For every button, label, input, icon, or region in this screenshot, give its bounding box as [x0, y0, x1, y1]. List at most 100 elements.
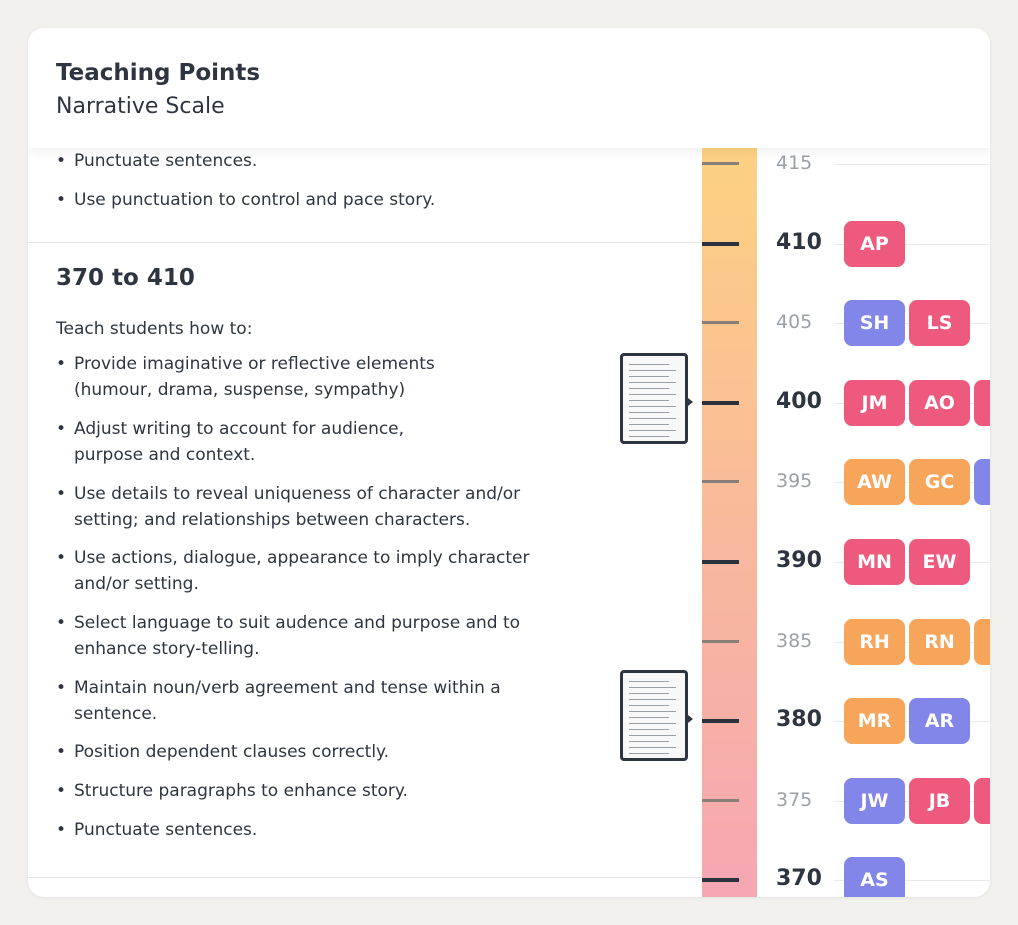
scale-tick: [702, 480, 739, 483]
scale-tick: [702, 560, 739, 564]
bullet-dot: •: [56, 548, 67, 568]
student-badge[interactable]: AP: [844, 221, 905, 267]
bullet-text: Maintain noun/verb agreement and tense w…: [74, 678, 501, 724]
bullet-text: Use actions, dialogue, appearance to imp…: [74, 548, 530, 594]
handwriting-line: [629, 747, 676, 748]
scale-tick: [702, 799, 739, 802]
student-badge[interactable]: [974, 380, 990, 426]
range-title: 370 to 410: [56, 265, 195, 291]
handwriting-line: [629, 753, 669, 754]
scale-tick: [702, 242, 739, 246]
scale-label: 395: [776, 470, 813, 492]
page-title: Teaching Points: [56, 60, 261, 86]
scale-label: 370: [776, 866, 822, 891]
handwriting-line: [629, 741, 669, 742]
scale-label: 375: [776, 789, 813, 811]
card-header: Teaching Points Narrative Scale: [28, 28, 990, 148]
handwriting-line: [629, 412, 669, 413]
bullet-dot: •: [56, 742, 67, 762]
bullet-dot: •: [56, 419, 67, 439]
student-badge[interactable]: RH: [844, 619, 905, 665]
scale-row-line: [834, 880, 990, 881]
handwriting-line: [629, 687, 676, 688]
bullet-dot: •: [56, 484, 67, 504]
bullet-text: Use punctuation to control and pace stor…: [74, 190, 436, 210]
student-badge[interactable]: MR: [844, 698, 905, 744]
scale-tick: [702, 719, 739, 723]
scale-tick: [702, 401, 739, 405]
student-badge[interactable]: AR: [909, 698, 970, 744]
student-badge[interactable]: AO: [909, 380, 970, 426]
scale-label: 410: [776, 230, 822, 255]
scale-row-line: [834, 164, 990, 165]
handwriting-line: [629, 388, 669, 389]
teaching-points-list: • Punctuate sentences. • Use punctuation to…: [28, 148, 702, 897]
student-badge[interactable]: [974, 778, 990, 824]
writing-sample-thumbnail[interactable]: [620, 353, 693, 444]
scale-row-line: [834, 244, 990, 245]
scale-label: 415: [776, 152, 813, 174]
bullet-text: Structure paragraphs to enhance story.: [74, 781, 408, 801]
page-subtitle: Narrative Scale: [56, 94, 225, 119]
student-badge[interactable]: AS: [844, 857, 905, 897]
handwriting-line: [629, 705, 669, 706]
handwriting-line: [629, 382, 676, 383]
student-badge[interactable]: LS: [909, 300, 970, 346]
range-intro: Teach students how to:: [56, 319, 253, 339]
scale-label: 390: [776, 548, 822, 573]
bullet-text: Use details to reveal uniqueness of char…: [74, 484, 521, 530]
scale-tick: [702, 640, 739, 643]
bullet-text: Punctuate sentences.: [74, 820, 258, 840]
bullet-dot: •: [56, 151, 67, 171]
handwriting-line: [629, 418, 676, 419]
bullet-dot: •: [56, 820, 67, 840]
scale-tick: [702, 321, 739, 324]
scale-label: 385: [776, 630, 813, 652]
scale-tick: [702, 162, 739, 165]
student-badge[interactable]: MN: [844, 539, 905, 585]
bullet-text: Adjust writing to account for audience, …: [74, 419, 405, 465]
student-badge[interactable]: [974, 459, 990, 505]
section-divider: [28, 877, 702, 878]
bullet-text: Provide imaginative or reflective elemen…: [74, 354, 435, 400]
handwriting-line: [629, 723, 676, 724]
student-badge[interactable]: GC: [909, 459, 970, 505]
handwriting-line: [629, 400, 669, 401]
bullet-dot: •: [56, 190, 67, 210]
writing-sample-thumbnail[interactable]: [620, 670, 693, 761]
handwriting-line: [629, 364, 669, 365]
handwriting-line: [629, 711, 676, 712]
student-badge[interactable]: JB: [909, 778, 970, 824]
handwriting-line: [629, 681, 669, 682]
student-badge[interactable]: JM: [844, 380, 905, 426]
handwriting-line: [629, 693, 669, 694]
student-badge[interactable]: SH: [844, 300, 905, 346]
teaching-points-card: • Punctuate sentences. • Use punctuation to…: [28, 28, 990, 897]
handwriting-line: [629, 735, 676, 736]
scale-label: 380: [776, 707, 822, 732]
bullet-dot: •: [56, 354, 67, 374]
student-badge[interactable]: EW: [909, 539, 970, 585]
bullet-dot: •: [56, 678, 67, 698]
handwriting-line: [629, 376, 669, 377]
handwriting-line: [629, 717, 669, 718]
thumbnail-pointer: [688, 715, 693, 723]
handwriting-line: [629, 699, 676, 700]
bullet-text: Position dependent clauses correctly.: [74, 742, 390, 762]
student-badge[interactable]: [974, 619, 990, 665]
scale-label: 405: [776, 311, 813, 333]
bullet-dot: •: [56, 781, 67, 801]
handwriting-line: [629, 430, 676, 431]
handwriting-line: [629, 406, 676, 407]
scale-gradient-bar: [702, 148, 757, 897]
handwriting-line: [629, 424, 669, 425]
student-badge[interactable]: AW: [844, 459, 905, 505]
student-badge[interactable]: JW: [844, 778, 905, 824]
bullet-dot: •: [56, 613, 67, 633]
bullet-text: Punctuate sentences.: [74, 151, 258, 171]
handwriting-line: [629, 436, 669, 437]
handwriting-line: [629, 729, 669, 730]
section-divider: [28, 242, 702, 243]
student-badge[interactable]: RN: [909, 619, 970, 665]
handwriting-line: [629, 394, 676, 395]
